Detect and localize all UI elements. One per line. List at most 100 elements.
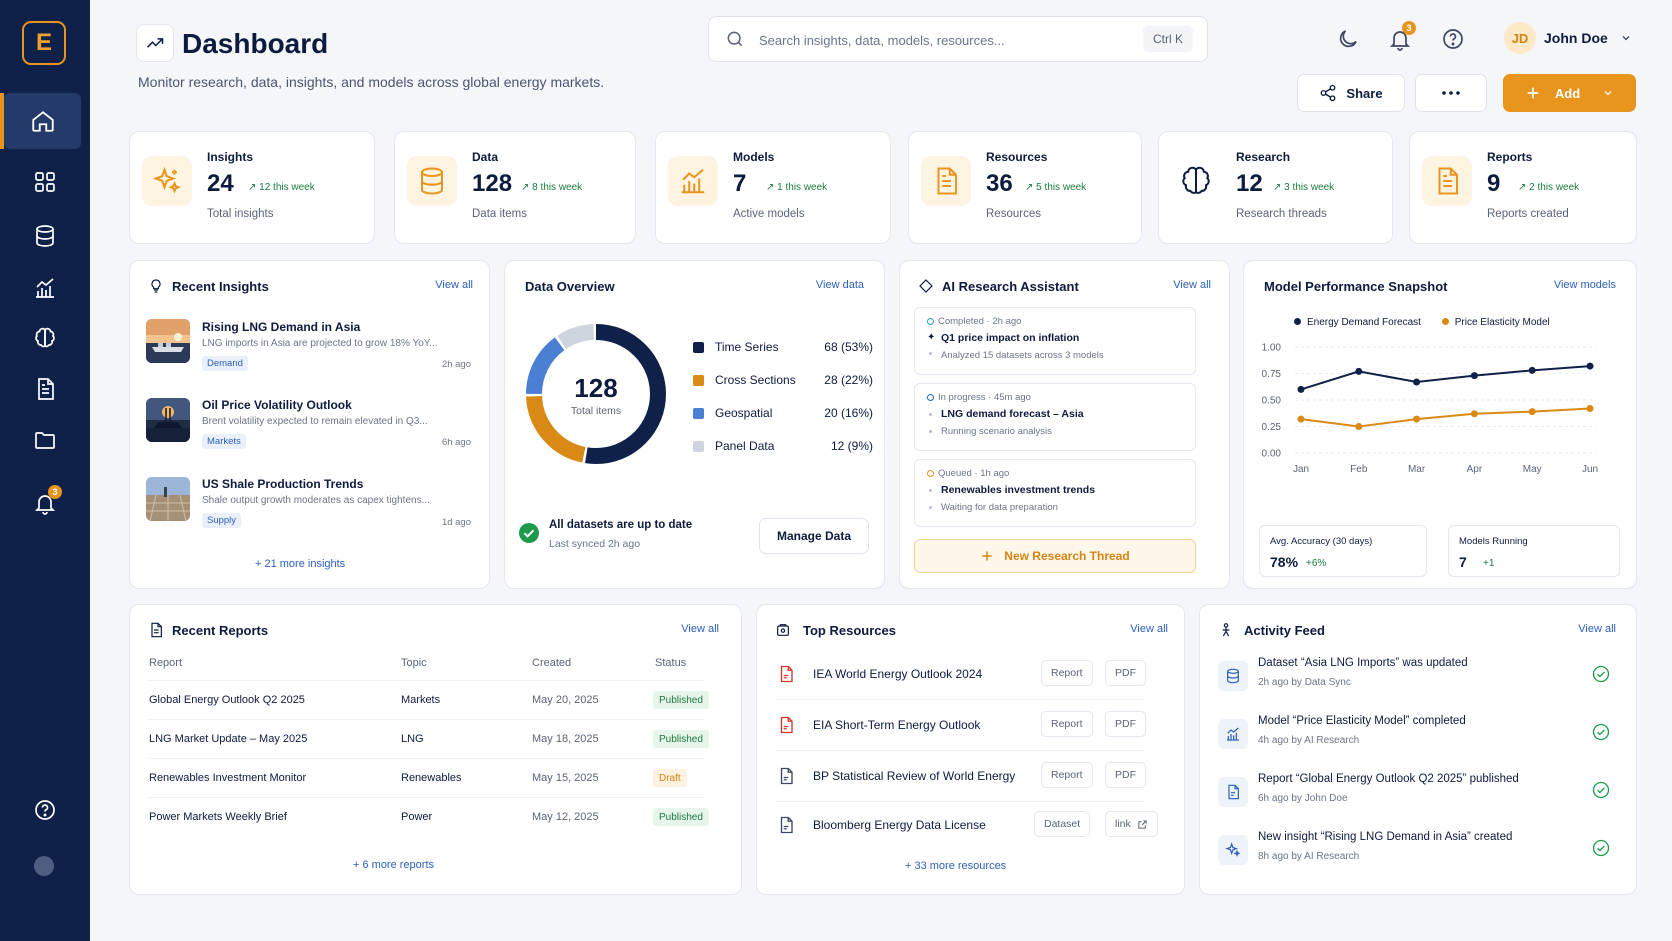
table-row[interactable]: Global Energy Outlook Q2 2025 Markets Ma… bbox=[149, 680, 709, 719]
view-all-activity-link[interactable]: View all bbox=[1578, 623, 1616, 635]
table-row[interactable]: Power Markets Weekly Brief Power May 12,… bbox=[149, 797, 709, 836]
sidebar-item-data[interactable] bbox=[0, 208, 90, 264]
ai-thread-item[interactable]: In progress · 45m ago LNG demand forecas… bbox=[914, 383, 1196, 451]
sidebar: E 3 bbox=[0, 0, 90, 941]
resource-item[interactable]: IEA World Energy Outlook 2024 Report PDF bbox=[775, 649, 1146, 700]
y-tick-label: 0.50 bbox=[1262, 396, 1282, 407]
view-data-link[interactable]: View data bbox=[815, 279, 864, 291]
app-logo[interactable]: E bbox=[22, 21, 66, 65]
chevron-down-icon[interactable] bbox=[1620, 32, 1632, 44]
kpi-card-reports[interactable]: Reports 9 ↗ 2 this week Reports created bbox=[1409, 131, 1637, 244]
kpi-card-data[interactable]: Data 128 ↗ 8 this week Data items bbox=[394, 131, 636, 244]
search-input[interactable] bbox=[759, 28, 1119, 52]
data-point[interactable] bbox=[1413, 415, 1421, 423]
manage-data-button[interactable]: Manage Data bbox=[759, 518, 869, 554]
activity-item[interactable]: Model “Price Elasticity Model” completed… bbox=[1218, 709, 1610, 767]
sidebar-item-help[interactable] bbox=[0, 782, 90, 838]
view-models-link[interactable]: View models bbox=[1553, 279, 1616, 291]
sidebar-item-research[interactable] bbox=[0, 310, 90, 366]
data-point[interactable] bbox=[1528, 408, 1536, 416]
resource-item[interactable]: Bloomberg Energy Data License Dataset li… bbox=[775, 802, 1158, 853]
activity-item[interactable]: New insight “Rising LNG Demand in Asia” … bbox=[1218, 825, 1610, 883]
more-insights-link[interactable]: + 21 more insights bbox=[255, 558, 346, 570]
bell-icon bbox=[34, 495, 56, 515]
more-resources-link[interactable]: + 33 more resources bbox=[905, 860, 1007, 872]
data-point[interactable] bbox=[1297, 385, 1305, 393]
ai-thread-item[interactable]: Completed · 2h ago ✦ Q1 price impact on … bbox=[914, 307, 1196, 375]
sparkles-icon bbox=[1225, 842, 1241, 857]
data-point[interactable] bbox=[1297, 415, 1305, 423]
column-header[interactable]: Created bbox=[532, 657, 572, 669]
legend-dot bbox=[1441, 318, 1449, 325]
resource-format[interactable]: PDF bbox=[1105, 711, 1146, 737]
data-point[interactable] bbox=[1470, 372, 1478, 380]
kpi-card-resources[interactable]: Resources 36 ↗ 5 this week Resources bbox=[908, 131, 1142, 244]
alerts-badge: 3 bbox=[48, 485, 62, 499]
activity-item[interactable]: Dataset “Asia LNG Imports” was updated 2… bbox=[1218, 651, 1610, 709]
insight-title[interactable]: Rising LNG Demand in Asia bbox=[202, 320, 361, 334]
activity-item[interactable]: Report “Global Energy Outlook Q2 2025” p… bbox=[1218, 767, 1610, 825]
sidebar-item-reports[interactable] bbox=[0, 361, 90, 417]
resource-item[interactable]: BP Statistical Review of World Energy Re… bbox=[775, 751, 1146, 802]
view-all-reports-link[interactable]: View all bbox=[681, 623, 719, 635]
more-horizontal-icon bbox=[1442, 91, 1460, 95]
card-title: Activity Feed bbox=[1244, 623, 1325, 638]
data-point[interactable] bbox=[1586, 404, 1594, 412]
card-title: Top Resources bbox=[803, 623, 896, 638]
resource-format[interactable]: PDF bbox=[1105, 762, 1146, 788]
data-point[interactable] bbox=[1586, 362, 1594, 370]
view-all-resources-link[interactable]: View all bbox=[1130, 623, 1168, 635]
insight-tag[interactable]: Markets bbox=[202, 434, 246, 449]
insight-tag[interactable]: Supply bbox=[202, 513, 242, 528]
user-name[interactable]: John Doe bbox=[1544, 30, 1608, 46]
data-point[interactable] bbox=[1413, 378, 1421, 386]
home-icon bbox=[31, 111, 54, 132]
more-options-button[interactable] bbox=[1415, 74, 1487, 112]
column-header[interactable]: Report bbox=[149, 657, 183, 669]
sidebar-item-models[interactable] bbox=[0, 260, 90, 316]
ai-thread-item[interactable]: Queued · 1h ago Renewables investment tr… bbox=[914, 459, 1196, 527]
sidebar-item-alerts[interactable]: 3 bbox=[0, 475, 90, 531]
insight-title[interactable]: US Shale Production Trends bbox=[202, 477, 364, 491]
view-all-insights-link[interactable]: View all bbox=[435, 279, 473, 291]
resource-link[interactable]: link bbox=[1105, 811, 1158, 837]
sidebar-item-home[interactable] bbox=[0, 93, 81, 149]
data-point[interactable] bbox=[1355, 423, 1363, 430]
theme-toggle[interactable] bbox=[1333, 24, 1363, 54]
help-button[interactable] bbox=[1438, 24, 1468, 54]
notifications-button[interactable]: 3 bbox=[1385, 21, 1416, 54]
table-row[interactable]: LNG Market Update – May 2025 LNG May 18,… bbox=[149, 719, 709, 758]
table-row[interactable]: Renewables Investment Monitor Renewables… bbox=[149, 758, 705, 797]
data-point[interactable] bbox=[1470, 410, 1478, 418]
sidebar-avatar[interactable] bbox=[34, 856, 54, 876]
more-reports-link[interactable]: + 6 more reports bbox=[353, 859, 435, 871]
data-point[interactable] bbox=[1355, 367, 1363, 375]
data-point[interactable] bbox=[1528, 366, 1536, 374]
x-tick-label: May bbox=[1523, 464, 1542, 475]
resource-format[interactable]: PDF bbox=[1105, 660, 1146, 686]
sidebar-item-apps[interactable] bbox=[0, 154, 90, 210]
new-research-thread-label: New Research Thread bbox=[1004, 549, 1130, 563]
kpi-label: Data bbox=[472, 150, 499, 164]
bullet-icon bbox=[929, 506, 932, 509]
insight-time: 2h ago bbox=[441, 359, 471, 370]
chart-icon bbox=[36, 278, 54, 298]
insight-title[interactable]: Oil Price Volatility Outlook bbox=[202, 398, 352, 412]
user-avatar[interactable]: JD bbox=[1504, 22, 1536, 54]
sidebar-item-files[interactable] bbox=[0, 412, 90, 468]
column-header[interactable]: Topic bbox=[401, 657, 427, 669]
kpi-card-models[interactable]: Models 7 ↗ 1 this week Active models bbox=[655, 131, 891, 244]
add-button[interactable]: Add bbox=[1503, 74, 1636, 112]
search-bar[interactable]: Ctrl K bbox=[708, 16, 1208, 62]
share-button[interactable]: Share bbox=[1297, 74, 1405, 112]
report-icon bbox=[1438, 167, 1458, 195]
view-all-research-link[interactable]: View all bbox=[1173, 279, 1211, 291]
column-header[interactable]: Status bbox=[655, 657, 687, 669]
resource-item[interactable]: EIA Short-Term Energy Outlook Report PDF bbox=[775, 700, 1146, 751]
new-research-thread-button[interactable]: New Research Thread bbox=[914, 539, 1196, 573]
kpi-card-research[interactable]: Research 12 ↗ 3 this week Research threa… bbox=[1158, 131, 1393, 244]
insight-tag[interactable]: Demand bbox=[202, 356, 248, 371]
activity-title: Model “Price Elasticity Model” completed bbox=[1258, 715, 1466, 727]
kpi-card-insights[interactable]: Insights 24 ↗ 12 this week Total insight… bbox=[129, 131, 375, 244]
package-icon bbox=[777, 624, 789, 636]
